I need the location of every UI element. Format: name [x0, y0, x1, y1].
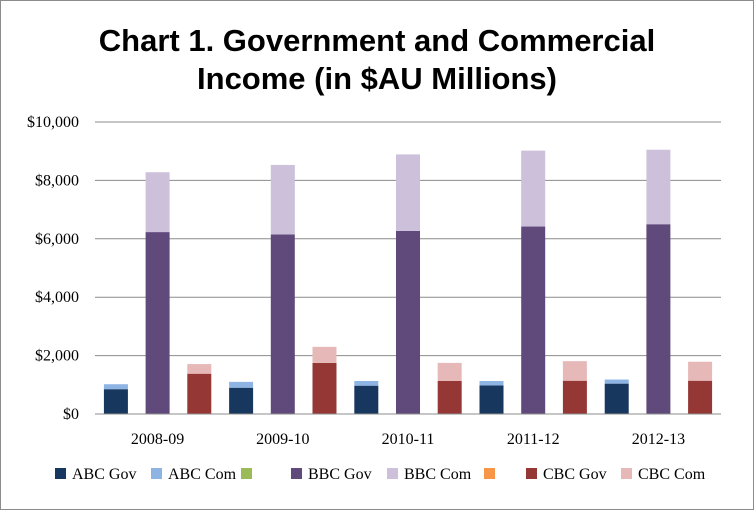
legend-label: BBC Com	[404, 466, 472, 483]
legend-swatch	[291, 468, 302, 479]
legend-swatch	[55, 468, 66, 479]
bar-abc-com-2011-12	[479, 381, 504, 386]
bar-cbc-com-2009-10	[312, 346, 337, 363]
bar-abc-com-2010-11	[354, 381, 379, 386]
bar-abc-gov-2011-12	[479, 385, 504, 414]
bar-abc-gov-2008-09	[103, 389, 128, 414]
x-tick-label: 2008-09	[131, 431, 184, 448]
legend-label: ABC Com	[168, 466, 237, 483]
bar-cbc-gov-2009-10	[312, 362, 337, 414]
bar-bbc-com-2011-12	[521, 150, 546, 227]
x-tick-label: 2012-13	[632, 431, 685, 448]
y-tick-label: $0	[63, 406, 79, 423]
bar-bbc-com-2009-10	[270, 164, 295, 235]
bar-abc-gov-2010-11	[354, 385, 379, 414]
x-axis-tick-labels: 2008-09 2009-10 2010-11 2011-12 2012-13	[131, 431, 685, 448]
bar-bbc-gov-2011-12	[521, 226, 546, 414]
legend-label: BBC Gov	[308, 466, 372, 483]
legend-swatch	[621, 468, 632, 479]
bar-abc-com-2009-10	[229, 381, 254, 388]
x-tick-label: 2009-10	[256, 431, 309, 448]
bar-abc-gov-2012-13	[604, 383, 629, 414]
y-tick-label: $6,000	[35, 231, 79, 248]
legend-label: ABC Gov	[72, 466, 136, 483]
bar-bbc-gov-2009-10	[270, 234, 295, 414]
bar-cbc-com-2010-11	[437, 362, 462, 382]
chart-title-line-1: Chart 1. Government and Commercial	[99, 23, 655, 58]
y-tick-label: $8,000	[35, 172, 79, 189]
legend-swatch	[241, 468, 252, 479]
y-tick-label: $4,000	[35, 289, 79, 306]
bar-bbc-gov-2010-11	[396, 230, 420, 414]
bar-bbc-com-2010-11	[396, 154, 420, 231]
bar-bbc-com-2008-09	[145, 172, 170, 233]
bar-cbc-com-2008-09	[187, 364, 212, 374]
y-tick-label: $10,000	[27, 114, 79, 131]
bar-cbc-com-2012-13	[688, 361, 713, 381]
bar-abc-gov-2009-10	[229, 387, 254, 414]
legend-swatch	[151, 468, 162, 479]
x-tick-label: 2011-12	[507, 431, 560, 448]
bar-cbc-com-2011-12	[562, 361, 587, 381]
x-tick-label: 2010-11	[382, 431, 435, 448]
legend-label: CBC Com	[638, 466, 706, 483]
bars	[103, 149, 713, 414]
bar-abc-com-2012-13	[604, 379, 629, 384]
legend-label: CBC Gov	[543, 466, 607, 483]
chart-title-line-2: Income (in $AU Millions)	[197, 61, 557, 96]
y-axis-tick-labels: $0 $2,000 $4,000 $6,000 $8,000 $10,000	[27, 114, 79, 423]
y-tick-label: $2,000	[35, 348, 79, 365]
legend-swatch	[387, 468, 398, 479]
bar-bbc-gov-2012-13	[646, 224, 671, 414]
bar-bbc-com-2012-13	[646, 149, 671, 225]
bar-cbc-gov-2011-12	[562, 380, 587, 414]
legend-swatch	[526, 468, 537, 479]
bar-cbc-gov-2010-11	[437, 381, 462, 414]
bar-cbc-gov-2012-13	[688, 380, 713, 414]
bar-cbc-gov-2008-09	[187, 373, 212, 414]
bar-bbc-gov-2008-09	[145, 232, 170, 414]
legend-swatch	[484, 468, 495, 479]
bar-abc-com-2008-09	[103, 384, 128, 390]
legend: ABC Gov ABC Com BBC Gov BBC Com CBC Gov CBC C…	[55, 466, 706, 483]
